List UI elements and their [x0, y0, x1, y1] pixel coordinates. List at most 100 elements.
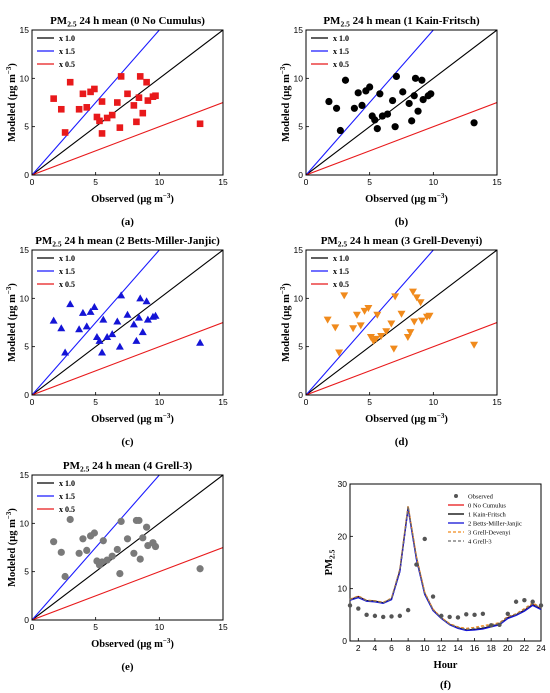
data-point-square [196, 120, 204, 128]
y-tick-label: 10 [20, 293, 30, 303]
data-point-circle [113, 545, 121, 554]
observed-point [522, 597, 527, 603]
panel-title: PM2.5 24 h mean (0 No Cumulus) [50, 15, 205, 29]
y-tick-label: 15 [294, 25, 304, 35]
y-axis-label: Modeled (μg m−3) [5, 283, 18, 362]
legend-label: x 1.5 [333, 47, 349, 56]
data-point-circle [136, 555, 144, 563]
data-point-triangle [470, 341, 479, 349]
data-point-triangle [61, 348, 70, 356]
data-point-triangle [142, 297, 151, 305]
legend: x 1.0 x 1.5 x 0.5 [37, 34, 75, 69]
data-point-triangle [86, 307, 95, 315]
data-point-triangle [331, 324, 340, 332]
data-point-circle [196, 565, 204, 573]
reference-lines [306, 250, 497, 395]
legend-label: x 1.0 [59, 254, 75, 263]
data-point-triangle [143, 315, 152, 323]
data-point-circle [354, 89, 362, 97]
x-axis-label: Observed (μg m−3) [91, 412, 174, 425]
x-tick-label: 14 [453, 643, 463, 653]
data-point-square [103, 114, 111, 122]
data-point-circle [350, 104, 358, 112]
plot-frame [349, 483, 542, 642]
y-tick-label: 5 [298, 122, 303, 132]
panel-title: PM2.5 24 h mean (2 Betts-Miller-Janjic) [35, 235, 220, 249]
data-point-triangle [95, 336, 104, 344]
observed-point [447, 614, 452, 620]
data-point-triangle [134, 313, 143, 321]
legend: x 1.0 x 1.5 x 0.5 [311, 34, 349, 69]
panel-label: (d) [395, 436, 409, 448]
data-points [49, 291, 205, 356]
observed-point [455, 615, 461, 620]
x-tick-label: 18 [486, 643, 496, 653]
y-tick-label: 20 [338, 531, 348, 541]
reference-lines [306, 30, 497, 175]
data-point-circle [470, 119, 478, 127]
data-point-triangle [412, 294, 421, 302]
y-tick-label: 10 [294, 293, 304, 303]
x-axis-label: Observed (μg m−3) [365, 192, 448, 205]
data-point-circle [405, 99, 413, 108]
data-point-square [75, 105, 83, 113]
panel-e-scatter: PM2.5 24 h mean (4 Grell-3) 0 5 10 15 0 5 10 15 x… [5, 460, 228, 673]
data-point-circle [419, 96, 427, 104]
data-point-square [87, 88, 94, 96]
y-tick-label: 5 [298, 342, 303, 352]
data-point-circle [151, 542, 160, 551]
data-point-circle [116, 570, 124, 578]
data-point-circle [341, 76, 350, 84]
data-point-square [143, 78, 150, 86]
data-point-circle [108, 552, 116, 560]
data-point-circle [143, 523, 151, 531]
reference-line-1.5 [32, 250, 161, 395]
data-points [50, 73, 204, 137]
data-point-circle [427, 90, 435, 98]
data-point-square [98, 98, 106, 105]
y-axis-label: Modeled (μg m−3) [279, 283, 292, 362]
reference-line-0.5 [32, 321, 223, 395]
data-point-square [135, 94, 143, 101]
observed-point [439, 613, 444, 619]
reference-line-1.5 [306, 30, 435, 175]
observed-point [538, 603, 544, 608]
legend-label: x 1.5 [59, 267, 75, 276]
x-tick-label: 24 [536, 643, 546, 653]
x-axis-label: Hour [434, 660, 458, 671]
data-point-square [108, 111, 116, 119]
y-tick-label: 5 [24, 567, 29, 577]
observed-point [405, 607, 411, 613]
legend-label: x 0.5 [59, 60, 75, 69]
data-point-circle [358, 101, 366, 109]
x-tick-label: 5 [367, 177, 372, 187]
x-axis-label: Observed (μg m−3) [91, 192, 174, 205]
legend-label: x 0.5 [333, 280, 349, 289]
x-tick-label: 10 [155, 622, 165, 632]
observed-point [530, 599, 535, 604]
observed-point [372, 613, 378, 619]
legend-label: x 0.5 [59, 505, 75, 514]
data-point-triangle [103, 333, 112, 340]
data-point-triangle [117, 291, 126, 299]
plot-frame [305, 249, 498, 396]
data-point-square [61, 129, 69, 136]
data-point-triangle [382, 328, 391, 336]
data-point-triangle [417, 317, 426, 325]
data-point-triangle [57, 324, 66, 332]
plot-frame [31, 29, 224, 176]
x-tick-label: 15 [492, 397, 502, 407]
legend: x 1.0 x 1.5 x 0.5 [37, 479, 75, 514]
data-point-square [133, 118, 140, 126]
reference-line-1.5 [32, 475, 161, 620]
data-point-circle [408, 117, 416, 125]
legend-label: 4 Grell-3 [468, 538, 492, 545]
x-tick-label: 0 [30, 177, 35, 187]
data-point-square [114, 99, 121, 106]
x-axis-label: Observed (μg m−3) [91, 637, 174, 650]
observed-point [497, 622, 502, 627]
observed-point [414, 562, 419, 567]
panel-b-scatter: PM2.5 24 h mean (1 Kain-Fritsch) 0 5 10 15 0 5… [279, 15, 502, 228]
observed-point [422, 536, 427, 542]
data-point-triangle [340, 292, 349, 300]
